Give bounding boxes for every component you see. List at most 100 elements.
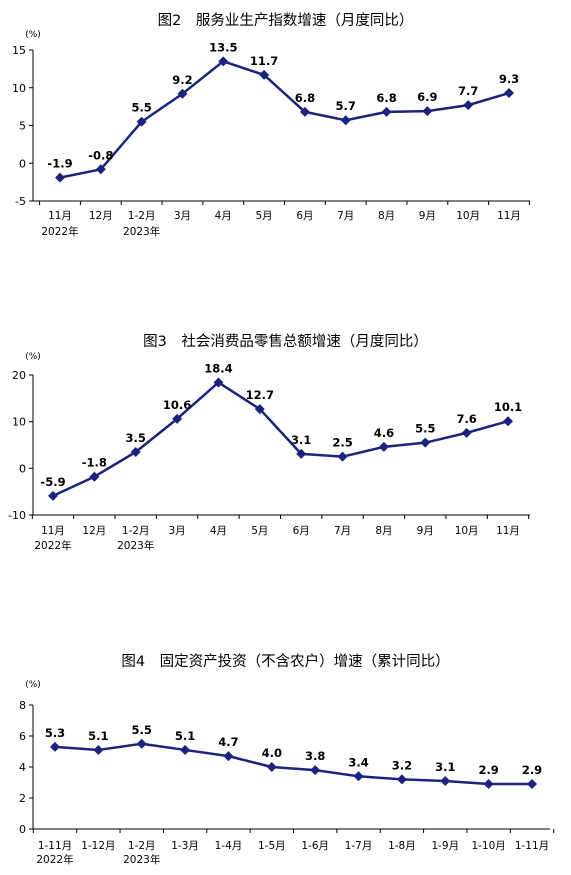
data-point-marker: [180, 744, 191, 755]
y-axis-unit: (%): [25, 30, 41, 40]
x-tick-label: 1-10月: [471, 840, 505, 852]
x-tick-label: 8月: [378, 210, 395, 222]
x-tick-label: 1-8月: [388, 840, 416, 852]
data-label: -1.9: [47, 157, 72, 171]
data-point-marker: [337, 451, 348, 462]
x-year-label: 2023年: [123, 225, 160, 238]
data-label: 3.2: [392, 758, 412, 772]
data-point-marker: [461, 427, 472, 438]
x-year-label: 2022年: [41, 225, 78, 238]
x-year-label: 2022年: [36, 853, 73, 866]
x-tick-label: 12月: [82, 525, 106, 537]
data-label: 9.3: [499, 72, 519, 86]
data-label: -5.9: [40, 475, 65, 489]
data-point-marker: [503, 416, 513, 427]
x-tick-label: 10月: [456, 210, 480, 222]
data-point-marker: [254, 404, 265, 415]
data-label: 4.7: [218, 735, 238, 749]
data-point-marker: [136, 116, 147, 127]
data-point-marker: [218, 56, 229, 67]
data-label: 2.5: [332, 436, 352, 450]
x-tick-label: 9月: [417, 525, 434, 537]
data-label: 3.5: [126, 431, 146, 445]
data-point-marker: [299, 106, 310, 117]
x-tick-label: 4月: [215, 210, 232, 222]
data-point-marker: [172, 413, 183, 424]
x-tick-label: 11月: [496, 525, 520, 537]
data-label: 7.6: [456, 412, 476, 426]
x-tick-label: 1-11月: [38, 840, 72, 852]
x-tick-label: 1-2月: [128, 210, 156, 222]
data-label: -0.8: [88, 148, 113, 162]
x-tick-label: 1-9月: [431, 840, 459, 852]
x-year-label: 2023年: [123, 853, 160, 866]
x-tick-label: 1-2月: [128, 840, 156, 852]
y-tick-label: 8: [19, 699, 26, 712]
data-point-marker: [527, 779, 537, 790]
data-point-marker: [48, 490, 58, 501]
y-tick-label: 0: [19, 157, 26, 170]
y-axis-unit: (%): [25, 680, 41, 690]
x-tick-label: 1-5月: [258, 840, 286, 852]
x-tick-label: 10月: [455, 525, 479, 537]
data-label: 9.2: [172, 73, 192, 87]
data-label: 3.1: [291, 433, 311, 447]
data-point-marker: [89, 471, 100, 482]
data-label: 2.9: [522, 763, 542, 777]
y-tick-label: 5: [19, 120, 26, 133]
chart-retail-sales: 图3 社会消费品零售总额增速（月度同比） (%) -10 0 10 20 11月 12月 1-…: [0, 320, 571, 580]
x-tick-label: 6月: [296, 210, 313, 222]
data-label: 5.5: [131, 101, 151, 115]
chart-title: 图4 固定资产投资（不含农户）增速（累计同比）: [121, 654, 450, 670]
chart-fixed-asset-investment: 图4 固定资产投资（不含农户）增速（累计同比） (%) 0 2 4 6 8 1-11月 1-1…: [0, 640, 571, 875]
data-point-marker: [422, 106, 433, 117]
x-tick-label: 5月: [255, 210, 272, 222]
data-label: 18.4: [204, 361, 232, 375]
data-label: 4.0: [262, 746, 282, 760]
series-line: [54, 742, 532, 786]
x-tick-label: 1-3月: [171, 840, 199, 852]
data-label: 6.9: [417, 90, 437, 104]
x-tick-label: 1-7月: [345, 840, 373, 852]
data-label: 7.7: [458, 84, 478, 98]
x-tick-label: 11月: [41, 525, 65, 537]
data-point-marker: [50, 741, 60, 752]
data-point-marker: [296, 448, 307, 459]
data-point-marker: [266, 762, 277, 772]
data-point-marker: [310, 765, 321, 776]
data-point-marker: [440, 775, 451, 786]
y-tick-label: 4: [19, 761, 26, 774]
data-point-marker: [55, 172, 65, 183]
data-point-marker: [463, 100, 474, 111]
data-label: 11.7: [250, 54, 278, 68]
data-point-marker: [381, 106, 392, 117]
x-tick-label: 8月: [375, 525, 392, 537]
chart-svg: (%) 0 2 4 6 8 1-11月 1-12月 1-2月 1-3月 1-4月 1-5月 1-6月 1-…: [19, 680, 555, 866]
data-point-marker: [213, 377, 224, 388]
chart-svg: (%) -5 0 5 10 15 11月 12月 1-2月 3月 4月 5月 6月 7月 8月 9月 10月 11…: [12, 30, 530, 238]
data-label: 5.7: [336, 99, 356, 113]
y-tick-label: 0: [19, 823, 26, 836]
chart-title: 图3 社会消费品零售总额增速（月度同比）: [143, 334, 428, 350]
x-tick-label: 7月: [334, 525, 351, 537]
data-label: 4.6: [374, 426, 394, 440]
data-point-marker: [378, 441, 389, 452]
x-year-label: 2023年: [117, 539, 154, 552]
x-tick-label: 5月: [251, 525, 268, 537]
data-label: 6.8: [376, 91, 396, 105]
x-tick-label: 1-6月: [301, 840, 329, 852]
data-label: 3.8: [305, 749, 325, 763]
data-point-marker: [483, 779, 494, 790]
data-point-marker: [177, 88, 188, 99]
x-tick-label: 4月: [210, 525, 227, 537]
y-tick-label: 15: [12, 44, 26, 57]
data-point-marker: [136, 738, 147, 749]
x-tick-label: 6月: [293, 525, 310, 537]
x-tick-label: 1-2月: [122, 525, 150, 537]
data-label: 3.1: [435, 760, 455, 774]
y-tick-label: -10: [8, 509, 26, 522]
series-line: [52, 381, 509, 498]
y-tick-label: 2: [19, 792, 26, 805]
chart-svg: (%) -10 0 10 20 11月 12月 1-2月 3月 4月 5月 6月 7月 8月 9月 10月 11…: [8, 352, 530, 552]
y-tick-label: 10: [12, 416, 26, 429]
